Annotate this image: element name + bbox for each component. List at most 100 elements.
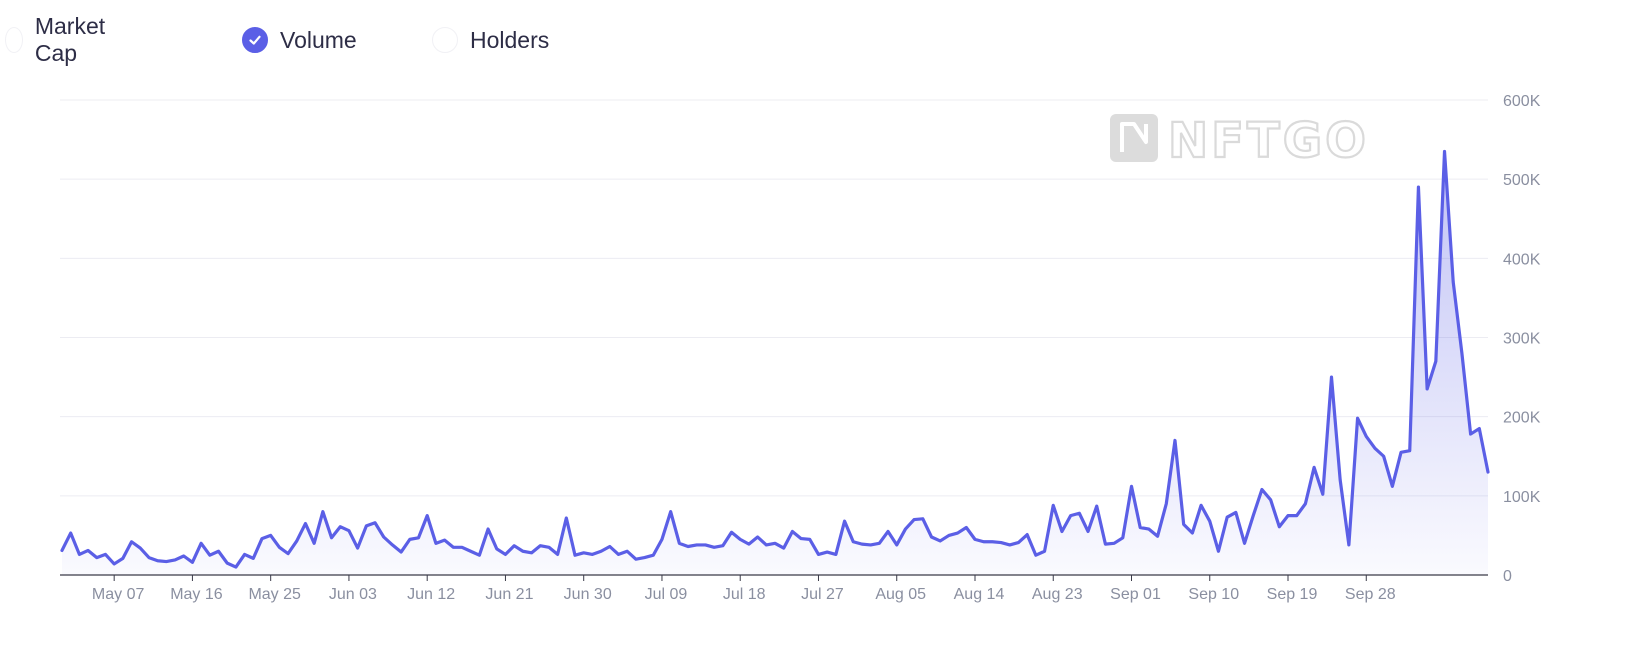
data-point [1469,432,1472,435]
data-point [739,538,742,541]
data-point [182,554,185,557]
data-point [713,546,716,549]
data-point [1052,504,1055,507]
data-point [773,542,776,545]
unchecked-radio-icon[interactable] [5,27,23,53]
data-point [382,535,385,538]
data-point [1078,512,1081,515]
data-point [913,518,916,521]
data-point [260,537,263,540]
y-tick-label: 400K [1503,251,1541,268]
x-tick-label: Jul 09 [645,586,688,603]
data-point [982,540,985,543]
data-point [860,543,863,546]
data-point [1443,150,1446,153]
data-point [1208,520,1211,523]
data-point [1199,504,1202,507]
data-point [347,529,350,532]
data-point [452,546,455,549]
data-point [486,527,489,530]
data-point [356,546,359,549]
data-point [747,543,750,546]
volume-area-layer [60,149,1490,575]
data-point [1086,530,1089,533]
data-point [930,535,933,538]
data-point [504,553,507,556]
legend-label-holders: Holders [470,26,550,53]
data-point [1426,387,1429,390]
data-point [1304,502,1307,505]
data-point [608,545,611,548]
data-point [1130,485,1133,488]
data-point [530,551,533,554]
data-point [269,534,272,537]
x-tick-label: Aug 05 [875,586,926,603]
data-point [1330,375,1333,378]
data-point [121,557,124,560]
data-point [313,542,316,545]
data-point [956,531,959,534]
data-point [1478,427,1481,430]
data-point [495,547,498,550]
data-point [460,546,463,549]
nftgo-watermark: NFTGO [1110,112,1369,170]
data-point [78,553,81,556]
data-point [1339,478,1342,481]
data-point [95,556,98,559]
check-circle-icon[interactable] [242,27,268,53]
data-point [391,543,394,546]
data-point [791,530,794,533]
data-point [200,542,203,545]
data-point [1226,516,1229,519]
data-point [817,553,820,556]
data-point [939,539,942,542]
data-point [330,536,333,539]
data-point [1139,526,1142,529]
data-point [1452,280,1455,283]
legend-item-market-cap[interactable]: Market Cap [5,13,113,66]
data-point [617,553,620,556]
watermark-text: NFTGO [1168,113,1369,169]
x-tick-label: May 16 [170,586,223,603]
data-point [1434,360,1437,363]
data-point [878,542,881,545]
data-point [469,550,472,553]
x-tick-label: Jul 18 [723,586,766,603]
x-tick-label: Aug 14 [954,586,1005,603]
data-point [173,558,176,561]
data-point [1260,488,1263,491]
data-point [834,553,837,556]
data-point [434,542,437,545]
data-point [600,550,603,553]
legend-item-holders[interactable]: Holders [432,22,549,58]
data-point [1121,536,1124,539]
data-point [304,522,307,525]
data-point [669,510,672,513]
data-point [799,537,802,540]
y-tick-label: 200K [1503,410,1541,427]
y-tick-label: 300K [1503,331,1541,348]
data-point [730,531,733,534]
x-tick-label: Sep 01 [1110,586,1161,603]
data-point [321,510,324,513]
y-tick-label: 500K [1503,172,1541,189]
data-point [904,527,907,530]
x-tick-label: Sep 28 [1345,586,1396,603]
volume-series-line [60,149,1490,569]
tick-labels: 0 100K 200K 300K 400K 500K 600K May 07 May 16 May… [92,93,1541,603]
data-point [1113,542,1116,545]
unchecked-radio-icon[interactable] [432,27,458,53]
x-tick-label: Jun 03 [329,586,377,603]
legend-item-volume[interactable]: Volume [242,22,357,58]
data-point [1165,502,1168,505]
data-point [973,538,976,541]
data-point [1069,514,1072,517]
data-point [104,553,107,556]
data-point [408,538,411,541]
data-point [365,524,368,527]
grid-lines [60,99,1488,497]
data-point [1356,417,1359,420]
data-point [1373,447,1376,450]
x-tick-label: Sep 19 [1267,586,1318,603]
